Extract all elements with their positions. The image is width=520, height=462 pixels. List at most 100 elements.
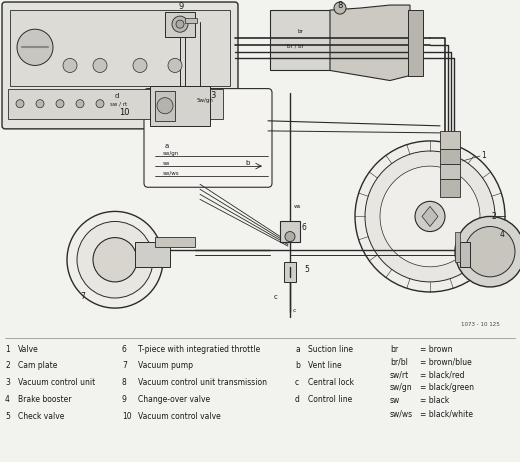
Circle shape bbox=[465, 226, 515, 277]
Text: c: c bbox=[274, 294, 278, 300]
Polygon shape bbox=[330, 5, 410, 80]
Text: 7: 7 bbox=[80, 292, 85, 301]
Text: sw/rt: sw/rt bbox=[390, 371, 409, 379]
Text: 5: 5 bbox=[304, 265, 309, 274]
Circle shape bbox=[93, 237, 137, 282]
Circle shape bbox=[16, 100, 24, 108]
Circle shape bbox=[355, 141, 505, 292]
Text: d: d bbox=[115, 93, 120, 99]
Bar bbox=[155, 91, 175, 121]
Bar bbox=[165, 12, 195, 37]
Text: sw/gn: sw/gn bbox=[390, 383, 413, 392]
Text: 1: 1 bbox=[5, 345, 10, 353]
Circle shape bbox=[285, 231, 295, 242]
Circle shape bbox=[157, 97, 173, 114]
Text: = black/red: = black/red bbox=[420, 371, 464, 379]
Circle shape bbox=[96, 100, 104, 108]
Text: = black: = black bbox=[420, 396, 449, 405]
Text: Cam plate: Cam plate bbox=[18, 361, 57, 371]
Circle shape bbox=[63, 58, 77, 73]
Circle shape bbox=[77, 221, 153, 298]
Text: sw/gn: sw/gn bbox=[163, 151, 179, 156]
Text: sw/ws: sw/ws bbox=[390, 409, 413, 418]
Bar bbox=[440, 164, 460, 179]
Text: 10: 10 bbox=[120, 108, 130, 117]
Text: Vent line: Vent line bbox=[308, 361, 342, 371]
Text: = brown/blue: = brown/blue bbox=[420, 358, 472, 366]
Bar bbox=[440, 131, 460, 149]
Text: sw / rt: sw / rt bbox=[110, 101, 127, 106]
Circle shape bbox=[56, 100, 64, 108]
Text: Change-over valve: Change-over valve bbox=[138, 395, 210, 404]
Text: Check valve: Check valve bbox=[18, 412, 64, 421]
Bar bbox=[10, 10, 230, 85]
Text: 6: 6 bbox=[122, 345, 127, 353]
Text: 8: 8 bbox=[122, 378, 127, 388]
Text: 5w/gn: 5w/gn bbox=[197, 98, 214, 103]
Text: br / bl: br / bl bbox=[287, 43, 303, 49]
Text: = black/green: = black/green bbox=[420, 383, 474, 392]
Text: 6: 6 bbox=[302, 224, 307, 232]
Bar bbox=[185, 18, 197, 23]
Circle shape bbox=[76, 100, 84, 108]
Bar bbox=[460, 242, 470, 267]
Text: Control line: Control line bbox=[308, 395, 352, 404]
Text: b: b bbox=[245, 160, 250, 166]
Text: 7: 7 bbox=[122, 361, 127, 371]
Bar bbox=[270, 10, 330, 71]
Bar bbox=[408, 10, 423, 75]
Text: Brake booster: Brake booster bbox=[18, 395, 72, 404]
Bar bbox=[8, 89, 223, 119]
Text: ws: ws bbox=[294, 204, 302, 209]
Bar bbox=[135, 242, 170, 267]
Circle shape bbox=[36, 100, 44, 108]
Circle shape bbox=[168, 58, 182, 73]
Bar bbox=[150, 85, 210, 126]
Circle shape bbox=[415, 201, 445, 231]
Text: c: c bbox=[295, 378, 299, 388]
Text: 5: 5 bbox=[5, 412, 10, 421]
Text: sw/ws: sw/ws bbox=[163, 170, 179, 176]
Circle shape bbox=[334, 2, 346, 14]
Text: 3: 3 bbox=[210, 91, 215, 100]
Text: = black/white: = black/white bbox=[420, 409, 473, 418]
Text: sw: sw bbox=[390, 396, 400, 405]
Polygon shape bbox=[422, 207, 438, 226]
Text: 8: 8 bbox=[337, 1, 343, 10]
Text: d: d bbox=[295, 395, 300, 404]
Text: a: a bbox=[295, 345, 300, 353]
Text: 2: 2 bbox=[491, 212, 496, 221]
Text: = brown: = brown bbox=[420, 345, 452, 353]
Bar bbox=[280, 221, 300, 242]
Text: 10: 10 bbox=[122, 412, 132, 421]
Bar bbox=[284, 262, 296, 282]
Circle shape bbox=[380, 166, 480, 267]
Text: c: c bbox=[293, 308, 296, 313]
Text: a: a bbox=[165, 143, 169, 149]
Text: Valve: Valve bbox=[18, 345, 39, 353]
Circle shape bbox=[133, 58, 147, 73]
Text: T-piece with integratied throttle: T-piece with integratied throttle bbox=[138, 345, 260, 353]
Text: br/bl: br/bl bbox=[390, 358, 408, 366]
Text: br: br bbox=[297, 29, 303, 34]
Text: Vacuum pump: Vacuum pump bbox=[138, 361, 193, 371]
Text: 1: 1 bbox=[481, 151, 486, 159]
Text: 2: 2 bbox=[5, 361, 10, 371]
Text: 1073 - 10 125: 1073 - 10 125 bbox=[461, 322, 500, 327]
Bar bbox=[455, 231, 460, 262]
Circle shape bbox=[67, 212, 163, 308]
Bar bbox=[440, 149, 460, 164]
Text: 3: 3 bbox=[5, 378, 10, 388]
Text: Vacuum control valve: Vacuum control valve bbox=[138, 412, 221, 421]
Text: br: br bbox=[390, 345, 398, 353]
Text: sw: sw bbox=[163, 161, 171, 165]
Bar bbox=[155, 237, 195, 247]
Text: Suction line: Suction line bbox=[308, 345, 353, 353]
Circle shape bbox=[93, 58, 107, 73]
FancyBboxPatch shape bbox=[144, 89, 272, 187]
FancyBboxPatch shape bbox=[2, 2, 238, 129]
Text: Vacuum control unit: Vacuum control unit bbox=[18, 378, 95, 388]
Text: 4: 4 bbox=[500, 230, 505, 238]
Text: b: b bbox=[295, 361, 300, 371]
Text: 9: 9 bbox=[178, 2, 184, 11]
